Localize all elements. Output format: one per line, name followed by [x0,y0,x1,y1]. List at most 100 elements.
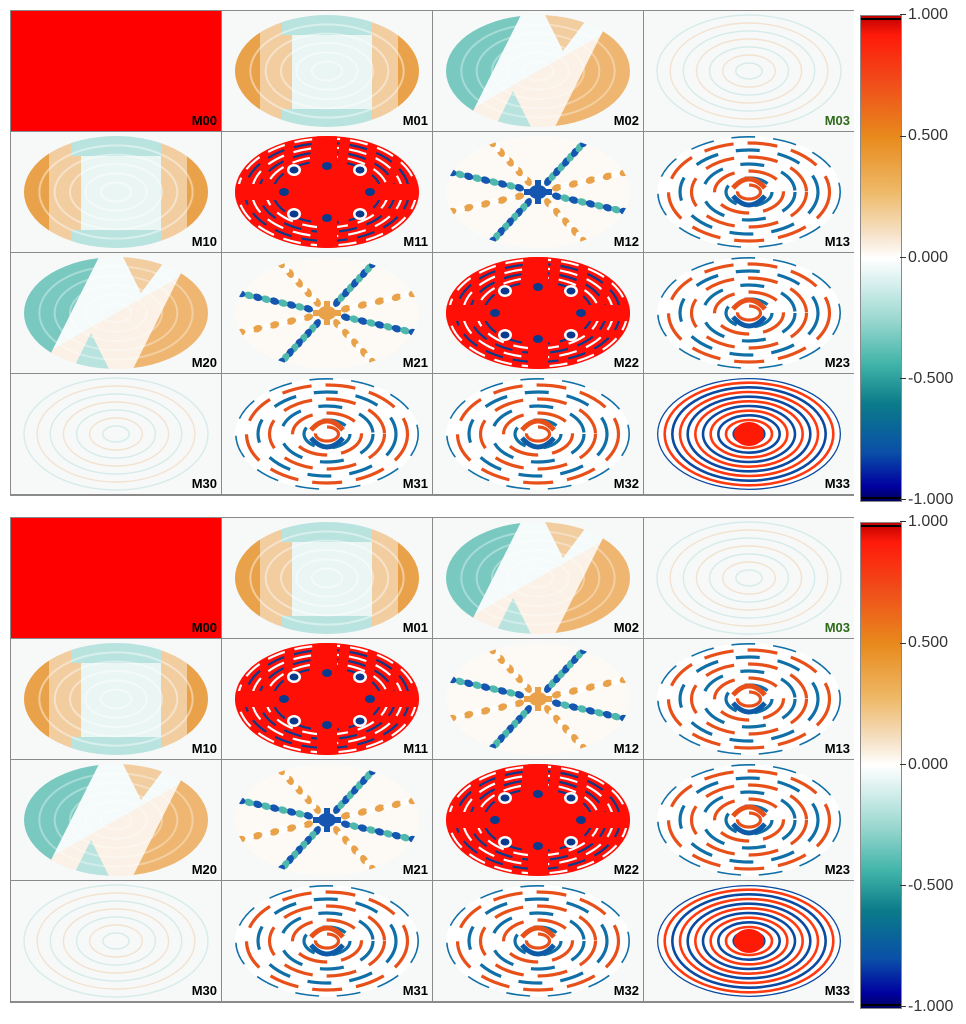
element-label: M01 [402,113,428,128]
mueller-element-m02: M02 [433,11,643,131]
mueller-element-m02: M02 [433,518,643,638]
mueller-element-m30: M30 [11,374,221,494]
mueller-element-m12: M12 [433,639,643,759]
mueller-element-m03: M03 [644,518,854,638]
pattern-image [446,764,630,876]
mueller-element-m20: M20 [11,760,221,880]
colorbar-tick-label: -1.000 [900,491,953,509]
mueller-element-m10: M10 [11,132,221,252]
pattern-image [23,377,209,491]
mueller-grid-bottom: M00 M01 M02 M03 M10 M11 M12 M13 M20 M21 M22 M23 M30 M… [10,517,854,1003]
colorbar-top [860,15,902,502]
colorbar-ticks-bottom: 1.000 0.500 0.000 -0.500 -1.000 [900,513,956,1015]
mueller-element-m31: M31 [222,881,432,1001]
pattern-image [657,885,841,997]
element-label: M20 [191,862,217,877]
mueller-matrix-panel-bottom: M00 M01 M02 M03 M10 M11 M12 M13 M20 M21 M22 M23 M30 M… [10,513,956,1015]
pattern-image [446,257,630,369]
element-label: M21 [402,862,428,877]
element-label: M33 [824,476,850,491]
mueller-element-m20: M20 [11,253,221,373]
element-label: M11 [403,741,428,756]
pattern-image [657,257,841,369]
mueller-element-m33: M33 [644,881,854,1001]
mueller-element-m01: M01 [222,11,432,131]
mueller-element-m21: M21 [222,253,432,373]
mueller-element-m12: M12 [433,132,643,252]
pattern-image [657,136,841,248]
element-label: M32 [613,983,639,998]
pattern-image [11,11,221,131]
colorbar-bottom [860,522,902,1009]
mueller-element-m32: M32 [433,881,643,1001]
colorbar-tick-label: -1.000 [900,998,953,1016]
element-label: M10 [191,234,217,249]
colorbar-tick-label: 0.500 [900,127,948,145]
mueller-element-m21: M21 [222,760,432,880]
element-label: M12 [613,741,639,756]
element-label: M30 [191,476,217,491]
element-label: M00 [191,113,217,128]
mueller-element-m32: M32 [433,374,643,494]
pattern-image [235,522,419,634]
pattern-image [11,518,221,638]
pattern-image [656,14,842,128]
element-label: M12 [613,234,639,249]
pattern-image [446,522,630,634]
mueller-element-m33: M33 [644,374,854,494]
element-label: M23 [824,355,850,370]
pattern-image [446,643,630,755]
element-label: M32 [613,476,639,491]
colorbar-tick-label: 1.000 [900,6,948,24]
element-label: M21 [402,355,428,370]
pattern-image [657,764,841,876]
colorbar-tick-label: 1.000 [900,513,948,531]
element-label: M22 [613,862,639,877]
mueller-element-m00: M00 [11,11,221,131]
element-label: M31 [402,476,428,491]
pattern-image [657,643,841,755]
mueller-element-m31: M31 [222,374,432,494]
element-label: M30 [191,983,217,998]
mueller-element-m03: M03 [644,11,854,131]
mueller-element-m01: M01 [222,518,432,638]
pattern-image [656,521,842,635]
pattern-image [446,378,630,490]
mueller-element-m00: M00 [11,518,221,638]
pattern-image [235,257,419,369]
element-label: M31 [402,983,428,998]
mueller-element-m23: M23 [644,760,854,880]
element-label: M22 [613,355,639,370]
pattern-image [446,15,630,127]
pattern-image [24,257,208,369]
pattern-image [235,15,419,127]
mueller-element-m10: M10 [11,639,221,759]
pattern-image [24,643,208,755]
pattern-image [23,884,209,998]
element-label: M33 [824,983,850,998]
element-label: M20 [191,355,217,370]
mueller-element-m13: M13 [644,639,854,759]
element-label: M03 [824,113,850,128]
mueller-element-m30: M30 [11,881,221,1001]
element-label: M02 [613,620,639,635]
mueller-element-m22: M22 [433,253,643,373]
pattern-image [24,136,208,248]
pattern-image [24,764,208,876]
mueller-matrix-panel-top: M00 M01 M02 M03 M10 M11 M12 M13 M20 M21 M22 M23 M30 M… [10,6,956,509]
element-label: M03 [824,620,850,635]
pattern-image [235,378,419,490]
colorbar-tick-label: 0.000 [900,249,948,267]
colorbar-tick-label: 0.500 [900,634,948,652]
element-label: M10 [191,741,217,756]
colorbar-tick-label: 0.000 [900,756,948,774]
element-label: M23 [824,862,850,877]
element-label: M02 [613,113,639,128]
pattern-image [235,885,419,997]
mueller-element-m13: M13 [644,132,854,252]
element-label: M11 [403,234,428,249]
mueller-element-m22: M22 [433,760,643,880]
mueller-element-m11: M11 [222,639,432,759]
element-label: M13 [824,741,850,756]
element-label: M13 [824,234,850,249]
